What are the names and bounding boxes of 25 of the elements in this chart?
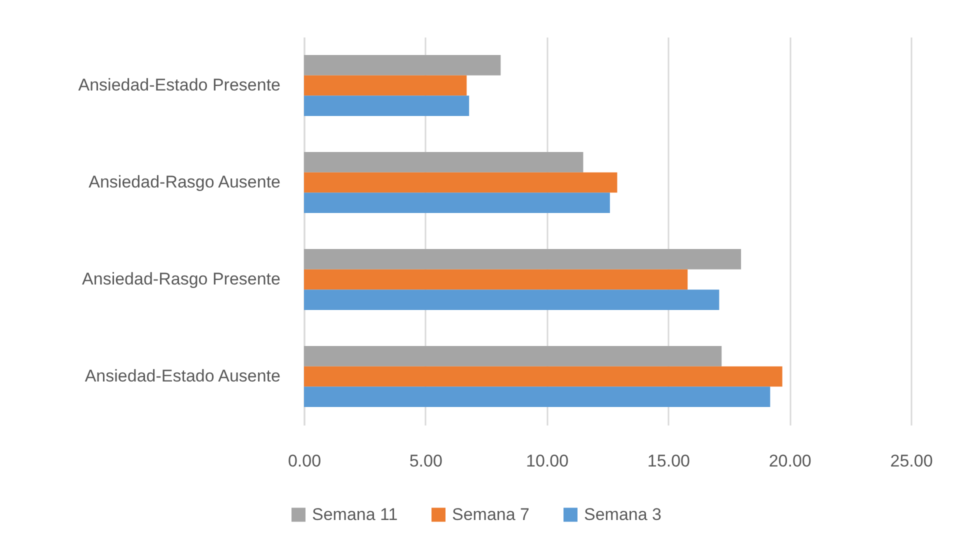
bar: [304, 290, 720, 310]
bar: [304, 346, 722, 366]
y-tick-label: Ansiedad-Estado Presente: [78, 76, 280, 94]
bar: [304, 172, 618, 193]
x-tick-label: 0.00: [288, 452, 322, 470]
bar: [304, 54, 501, 76]
y-tick-label: Ansiedad-Rasgo Ausente: [88, 172, 280, 192]
bar: [304, 269, 688, 290]
bar: [304, 75, 467, 96]
bar: [304, 366, 782, 387]
y-tick-label: Ansiedad-Rasgo Presente: [82, 270, 280, 288]
legend-label: Semana 11: [312, 504, 398, 524]
y-tick-label: Ansiedad-Estado Ausente: [84, 366, 280, 386]
x-tick-label: 20.00: [768, 452, 812, 470]
bar: [304, 96, 470, 116]
bar: [304, 152, 584, 172]
x-tick-label: 25.00: [890, 452, 933, 470]
bar: [304, 248, 742, 270]
legend-label: Semana 3: [584, 504, 662, 524]
bar: [304, 386, 770, 408]
legend-label: Semana 7: [452, 504, 530, 524]
bar: [304, 192, 610, 214]
x-tick-label: 5.00: [409, 452, 442, 470]
x-tick-label: 15.00: [647, 452, 690, 470]
x-tick-label: 10.00: [526, 452, 569, 470]
